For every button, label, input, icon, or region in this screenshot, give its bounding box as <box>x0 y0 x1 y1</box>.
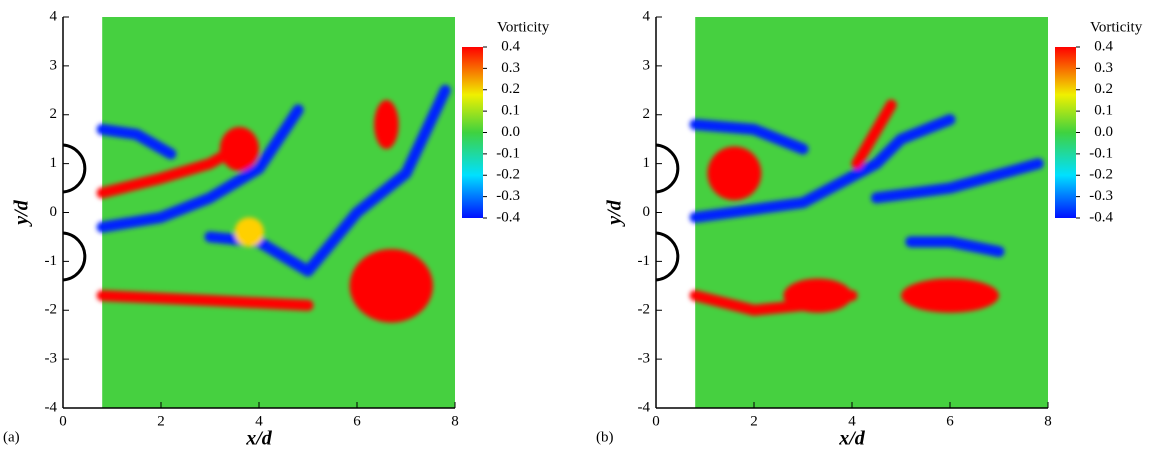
colorbar-tick-label: -0.2 <box>496 167 520 183</box>
x-tick-label: 2 <box>157 413 165 429</box>
colorbar-tick-label: 0.4 <box>501 38 520 54</box>
y-tick-label: -4 <box>638 399 651 415</box>
y-tick-label: 2 <box>50 106 58 122</box>
vortex-streak <box>96 123 177 160</box>
vortex-blob <box>783 278 852 313</box>
x-axis-title: x/d <box>245 428 273 450</box>
cylinder <box>62 231 87 282</box>
vortex-streak <box>871 158 1044 204</box>
y-tick-label: 0 <box>643 204 651 220</box>
cylinder <box>655 231 680 282</box>
y-tick-label: -1 <box>45 253 58 269</box>
vortex-streak <box>96 290 314 311</box>
colorbar-tick-label: -0.3 <box>496 188 520 204</box>
x-tick-label: 6 <box>946 413 954 429</box>
flow-structures <box>96 84 451 323</box>
colorbar-title: Vorticity <box>1090 19 1143 35</box>
x-tick-label: 6 <box>353 413 361 429</box>
y-tick-label: 1 <box>50 155 58 171</box>
y-axis-title: y/d <box>11 199 33 226</box>
vortex-blob <box>374 100 399 150</box>
vortex-streak <box>96 104 304 233</box>
colorbar-tick-label: -0.4 <box>496 209 520 225</box>
colorbar-tick-label: 0.1 <box>1094 103 1113 119</box>
y-tick-label: -3 <box>638 351 651 367</box>
colorbar <box>462 47 483 218</box>
x-tick-label: 0 <box>652 413 660 429</box>
panel-label: (a) <box>3 429 20 445</box>
colorbar-tick-label: -0.3 <box>1089 188 1113 204</box>
y-tick-label: 0 <box>50 204 58 220</box>
y-tick-label: -1 <box>638 253 651 269</box>
y-tick-label: -4 <box>45 399 58 415</box>
colorbar-tick-label: -0.1 <box>496 145 520 161</box>
y-tick-label: 4 <box>50 8 58 24</box>
vortex-streak <box>689 114 956 223</box>
panel: 0 2 4 6 8-4-3-2-101234x/dy/d(b)Vorticity-0.4… <box>596 8 1143 449</box>
vortex-streak <box>905 236 1005 258</box>
colorbar-tick-label: 0.4 <box>1094 38 1113 54</box>
y-tick-label: 3 <box>50 57 58 73</box>
y-tick-label: 2 <box>643 106 651 122</box>
vortex-blob <box>901 278 999 313</box>
x-tick-label: 4 <box>848 413 856 429</box>
colorbar-tick-label: 0.2 <box>501 81 520 97</box>
vorticity-field <box>102 17 455 408</box>
flow-structures <box>689 99 1044 316</box>
panel-label: (b) <box>596 429 614 445</box>
colorbar-tick-label: -0.2 <box>1089 167 1113 183</box>
colorbar-tick-label: -0.1 <box>1089 145 1113 161</box>
y-axis-title: y/d <box>604 199 626 226</box>
x-tick-label: 8 <box>1044 413 1052 429</box>
x-tick-label: 2 <box>750 413 758 429</box>
colorbar-tick-label: 0.0 <box>501 124 520 140</box>
colorbar-tick-label: -0.4 <box>1089 209 1113 225</box>
colorbar-tick-label: 0.0 <box>1094 124 1113 140</box>
colorbar-tick-label: 0.1 <box>501 103 520 119</box>
y-tick-label: 3 <box>643 57 651 73</box>
vortex-blob <box>349 249 433 323</box>
x-axis-title: x/d <box>838 428 866 450</box>
cylinder <box>655 143 680 194</box>
y-tick-label: 1 <box>643 155 651 171</box>
vortex-streak <box>851 99 897 170</box>
y-tick-label: -2 <box>638 302 651 318</box>
vortex-blob <box>219 126 259 172</box>
y-tick-label: -3 <box>45 351 58 367</box>
x-tick-label: 8 <box>451 413 459 429</box>
colorbar-tick-label: 0.3 <box>1094 60 1113 76</box>
y-tick-label: 4 <box>643 8 651 24</box>
colorbar-title: Vorticity <box>497 19 550 35</box>
x-tick-label: 0 <box>59 413 67 429</box>
vortex-streak <box>689 119 809 155</box>
y-tick-label: -2 <box>45 302 58 318</box>
colorbar <box>1055 47 1076 218</box>
vortex-blob <box>234 217 264 247</box>
panel: 0 2 4 6 8-4-3-2-101234x/dy/d(a)Vorticity-0.4… <box>3 8 550 449</box>
x-tick-label: 4 <box>255 413 263 429</box>
vortex-blob <box>707 146 762 201</box>
colorbar-tick-label: 0.3 <box>501 60 520 76</box>
cylinder <box>62 143 87 194</box>
colorbar-tick-label: 0.2 <box>1094 81 1113 97</box>
